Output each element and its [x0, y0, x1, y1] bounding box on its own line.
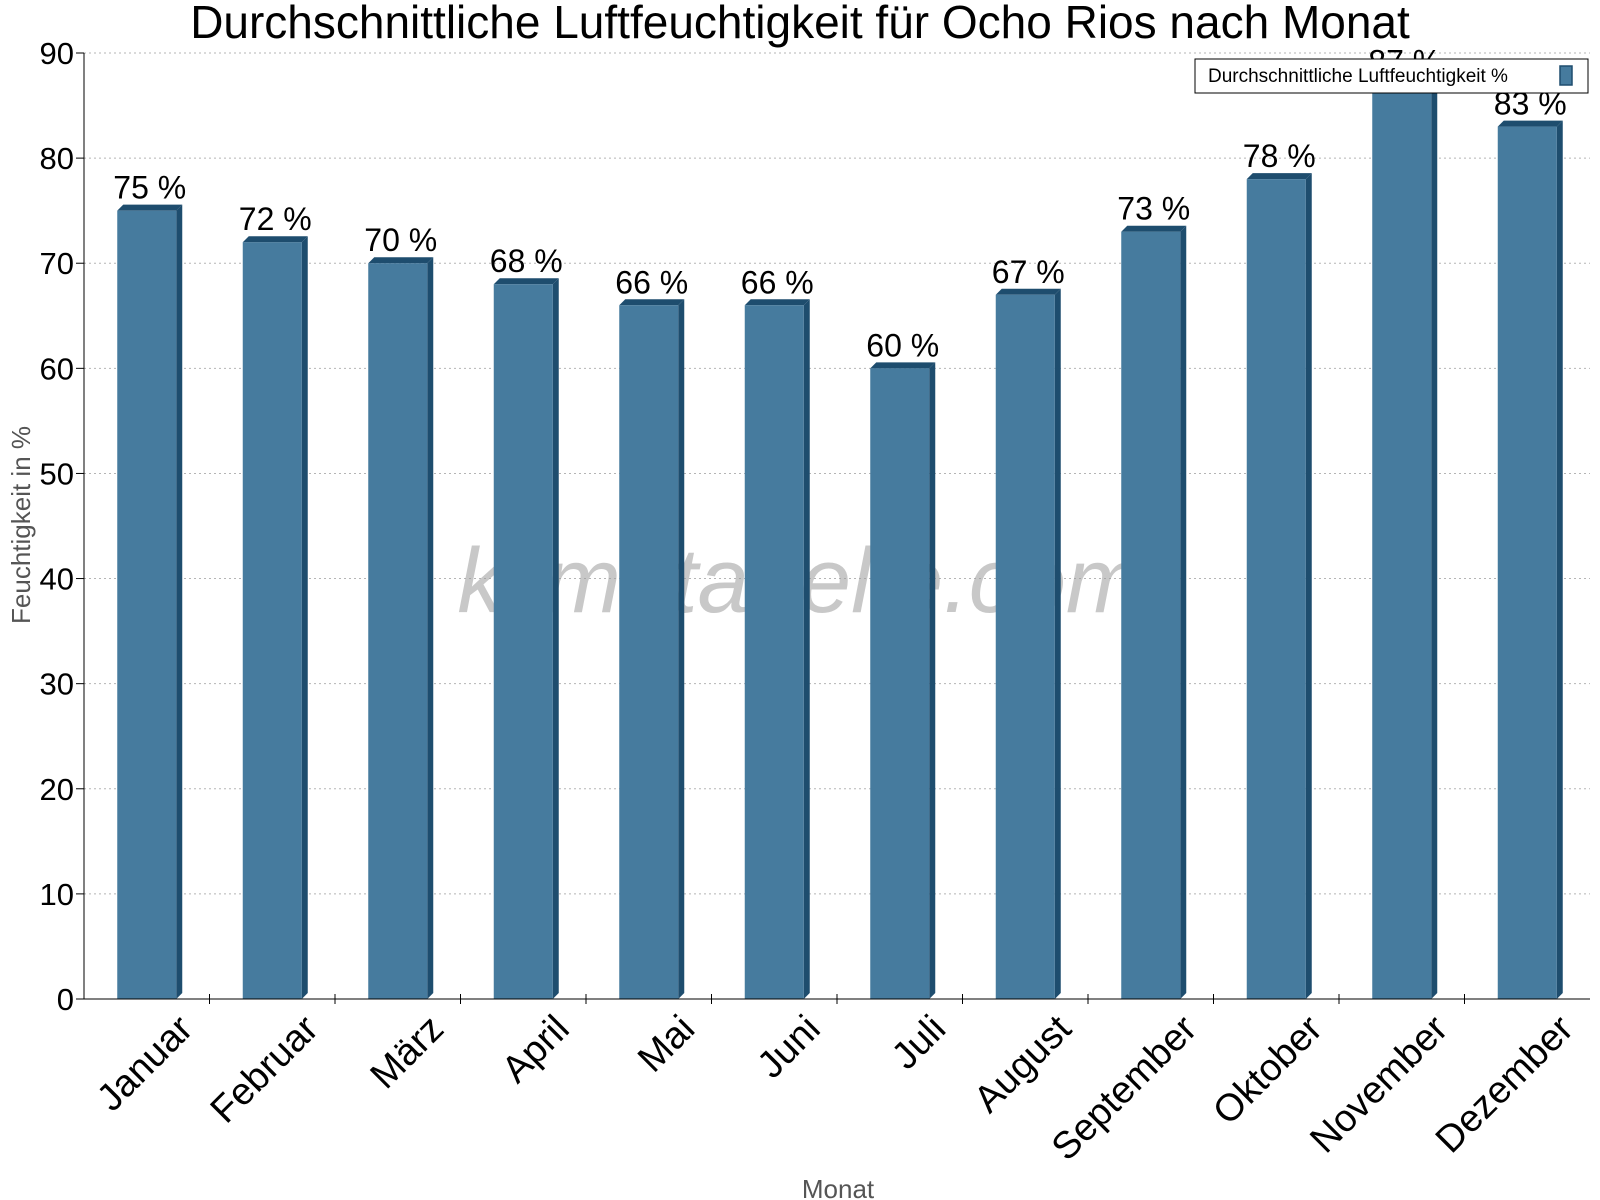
bar-side	[803, 299, 810, 999]
x-tick-label: Februar	[203, 1007, 327, 1131]
bar-front	[117, 210, 177, 999]
x-tick-label: April	[494, 1008, 577, 1091]
data-label: 60 %	[866, 327, 939, 363]
x-tick-label: Juni	[750, 1008, 829, 1087]
y-tick-label: 0	[57, 982, 74, 1017]
data-label: 75 %	[113, 170, 186, 206]
bar-front	[1497, 126, 1557, 1000]
bar-front	[368, 263, 428, 999]
bar-märz	[368, 257, 434, 999]
y-tick-label: 90	[40, 36, 74, 71]
bar-top	[242, 236, 308, 243]
bar-oktober	[1246, 173, 1312, 1000]
x-axis-label: Monat	[802, 1174, 875, 1200]
data-label: 72 %	[239, 201, 312, 237]
y-tick-label: 50	[40, 456, 74, 491]
legend-label: Durchschnittliche Luftfeuchtigkeit %	[1208, 66, 1508, 87]
bar-front	[1372, 84, 1432, 1000]
bar-top	[619, 299, 685, 306]
bar-april	[493, 278, 559, 999]
bar-februar	[242, 236, 308, 999]
chart-title: Durchschnittliche Luftfeuchtigkeit für O…	[190, 0, 1410, 48]
bar-front	[995, 294, 1055, 999]
bar-side	[1431, 78, 1438, 1000]
bar-side	[678, 299, 685, 999]
bar-juli	[870, 362, 936, 999]
bar-side	[176, 204, 183, 999]
legend-swatch	[1559, 65, 1573, 86]
data-label: 66 %	[741, 264, 814, 300]
bar-front	[242, 242, 302, 999]
legend-box	[1194, 58, 1589, 94]
bar-top	[870, 362, 936, 369]
y-tick-label: 20	[40, 772, 74, 807]
data-label: 67 %	[992, 254, 1065, 290]
bar-top	[493, 278, 559, 285]
bar-side	[427, 257, 434, 999]
bar-side	[929, 362, 936, 999]
bar-dezember	[1497, 120, 1563, 1000]
bar-front	[1121, 231, 1181, 999]
bar-side	[1054, 288, 1061, 999]
bar-side	[1305, 173, 1312, 1000]
grid-lines	[84, 52, 1590, 895]
y-axis-label: Feuchtigkeit in %	[6, 426, 36, 624]
bar-september	[1121, 225, 1187, 999]
bar-top	[368, 257, 434, 264]
y-tick-label: 40	[40, 562, 74, 597]
y-tick-labels: 0 10 20 30 40 50 60 70 80 90	[40, 36, 74, 1017]
bar-januar	[117, 204, 183, 999]
x-tick-label: Mai	[630, 1008, 703, 1081]
data-label: 68 %	[490, 243, 563, 279]
y-tick-label: 80	[40, 141, 74, 176]
data-labels: 75 % 72 % 70 % 68 % 66 % 66 % 60 % 67 % 73 % 78 %…	[113, 44, 1566, 364]
bar-november	[1372, 78, 1438, 1000]
data-label: 73 %	[1117, 191, 1190, 227]
legend: Durchschnittliche Luftfeuchtigkeit %	[1194, 58, 1589, 94]
x-tick-labels: Januar Februar März April Mai Juni Juli AugustS…	[89, 1007, 1582, 1168]
bar-front	[744, 305, 804, 999]
x-tick-label: Juli	[884, 1008, 954, 1078]
bar-side	[301, 236, 308, 999]
x-tick-label: Januar	[89, 1007, 201, 1119]
bar-top	[117, 204, 183, 211]
bar-august	[995, 288, 1061, 999]
y-tick-label: 70	[40, 246, 74, 281]
bar-front	[1246, 179, 1306, 1000]
bar-top	[995, 288, 1061, 295]
bar-side	[1180, 225, 1187, 999]
bar-top	[1121, 225, 1187, 232]
x-tick-label: März	[363, 1008, 452, 1097]
bar-front	[493, 284, 553, 999]
bar-mai	[619, 299, 685, 999]
x-tick-label: August	[966, 1007, 1080, 1121]
axes	[76, 52, 1590, 1004]
data-label: 78 %	[1243, 138, 1316, 174]
bar-front	[619, 305, 679, 999]
bar-top	[744, 299, 810, 306]
y-tick-label: 60	[40, 351, 74, 386]
bar-side	[1556, 120, 1563, 1000]
data-label: 70 %	[364, 222, 437, 258]
y-tick-label: 10	[40, 877, 74, 912]
bar-top	[1497, 120, 1563, 127]
data-label: 66 %	[615, 264, 688, 300]
bar-front	[870, 368, 930, 999]
bar-top	[1246, 173, 1312, 180]
bar-juni	[744, 299, 810, 999]
bar-side	[552, 278, 559, 999]
x-tick-label: Dezember	[1428, 1007, 1582, 1161]
x-tick-label: Oktober	[1205, 1007, 1331, 1133]
bars	[117, 78, 1563, 1000]
y-tick-label: 30	[40, 667, 74, 702]
